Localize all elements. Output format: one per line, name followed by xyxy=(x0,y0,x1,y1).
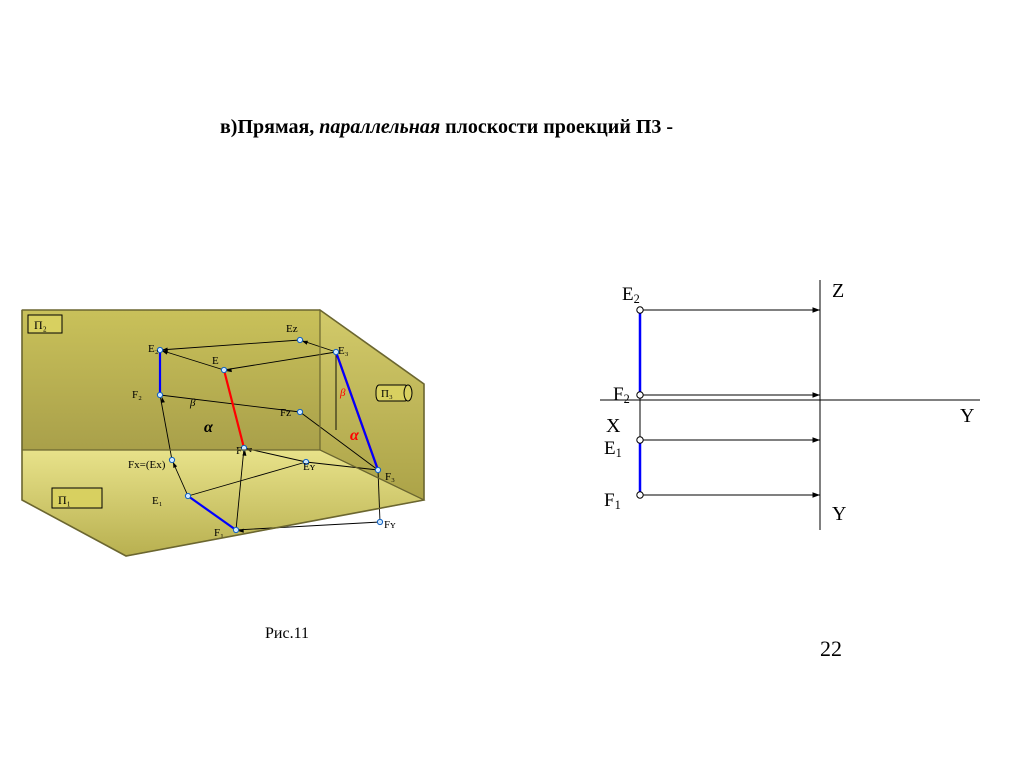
svg-text:Fх=(Eх): Fх=(Eх) xyxy=(128,459,166,471)
svg-text:E₃: E₃ xyxy=(338,345,349,357)
svg-text:E₁: E₁ xyxy=(152,495,163,507)
svg-text:П₂: П₂ xyxy=(34,318,47,332)
svg-text:F: F xyxy=(236,445,242,457)
page-number: 22 xyxy=(820,636,842,662)
svg-text:Fᴢ: Fᴢ xyxy=(280,407,291,419)
svg-text:П₃: П₃ xyxy=(381,388,393,400)
svg-text:П₁: П₁ xyxy=(58,493,71,507)
svg-text:F₃: F₃ xyxy=(385,471,395,483)
svg-text:β: β xyxy=(189,397,196,409)
svg-text:α: α xyxy=(350,427,360,444)
isometric-diagram: П₂П₁П₃E₂EᴢEE₃F₂FᴢββααFFх=(Eх)EʏF₃E₁F₁Fʏ xyxy=(0,0,1024,768)
svg-text:Eʏ: Eʏ xyxy=(303,461,316,473)
svg-text:β: β xyxy=(339,387,346,399)
svg-text:E₂: E₂ xyxy=(148,343,159,355)
svg-text:E: E xyxy=(212,355,219,367)
svg-text:α: α xyxy=(204,419,214,436)
svg-text:Eᴢ: Eᴢ xyxy=(286,323,298,335)
svg-text:Fʏ: Fʏ xyxy=(384,519,396,531)
svg-text:F₂: F₂ xyxy=(132,389,142,401)
figure-caption: Рис.11 xyxy=(265,625,309,643)
